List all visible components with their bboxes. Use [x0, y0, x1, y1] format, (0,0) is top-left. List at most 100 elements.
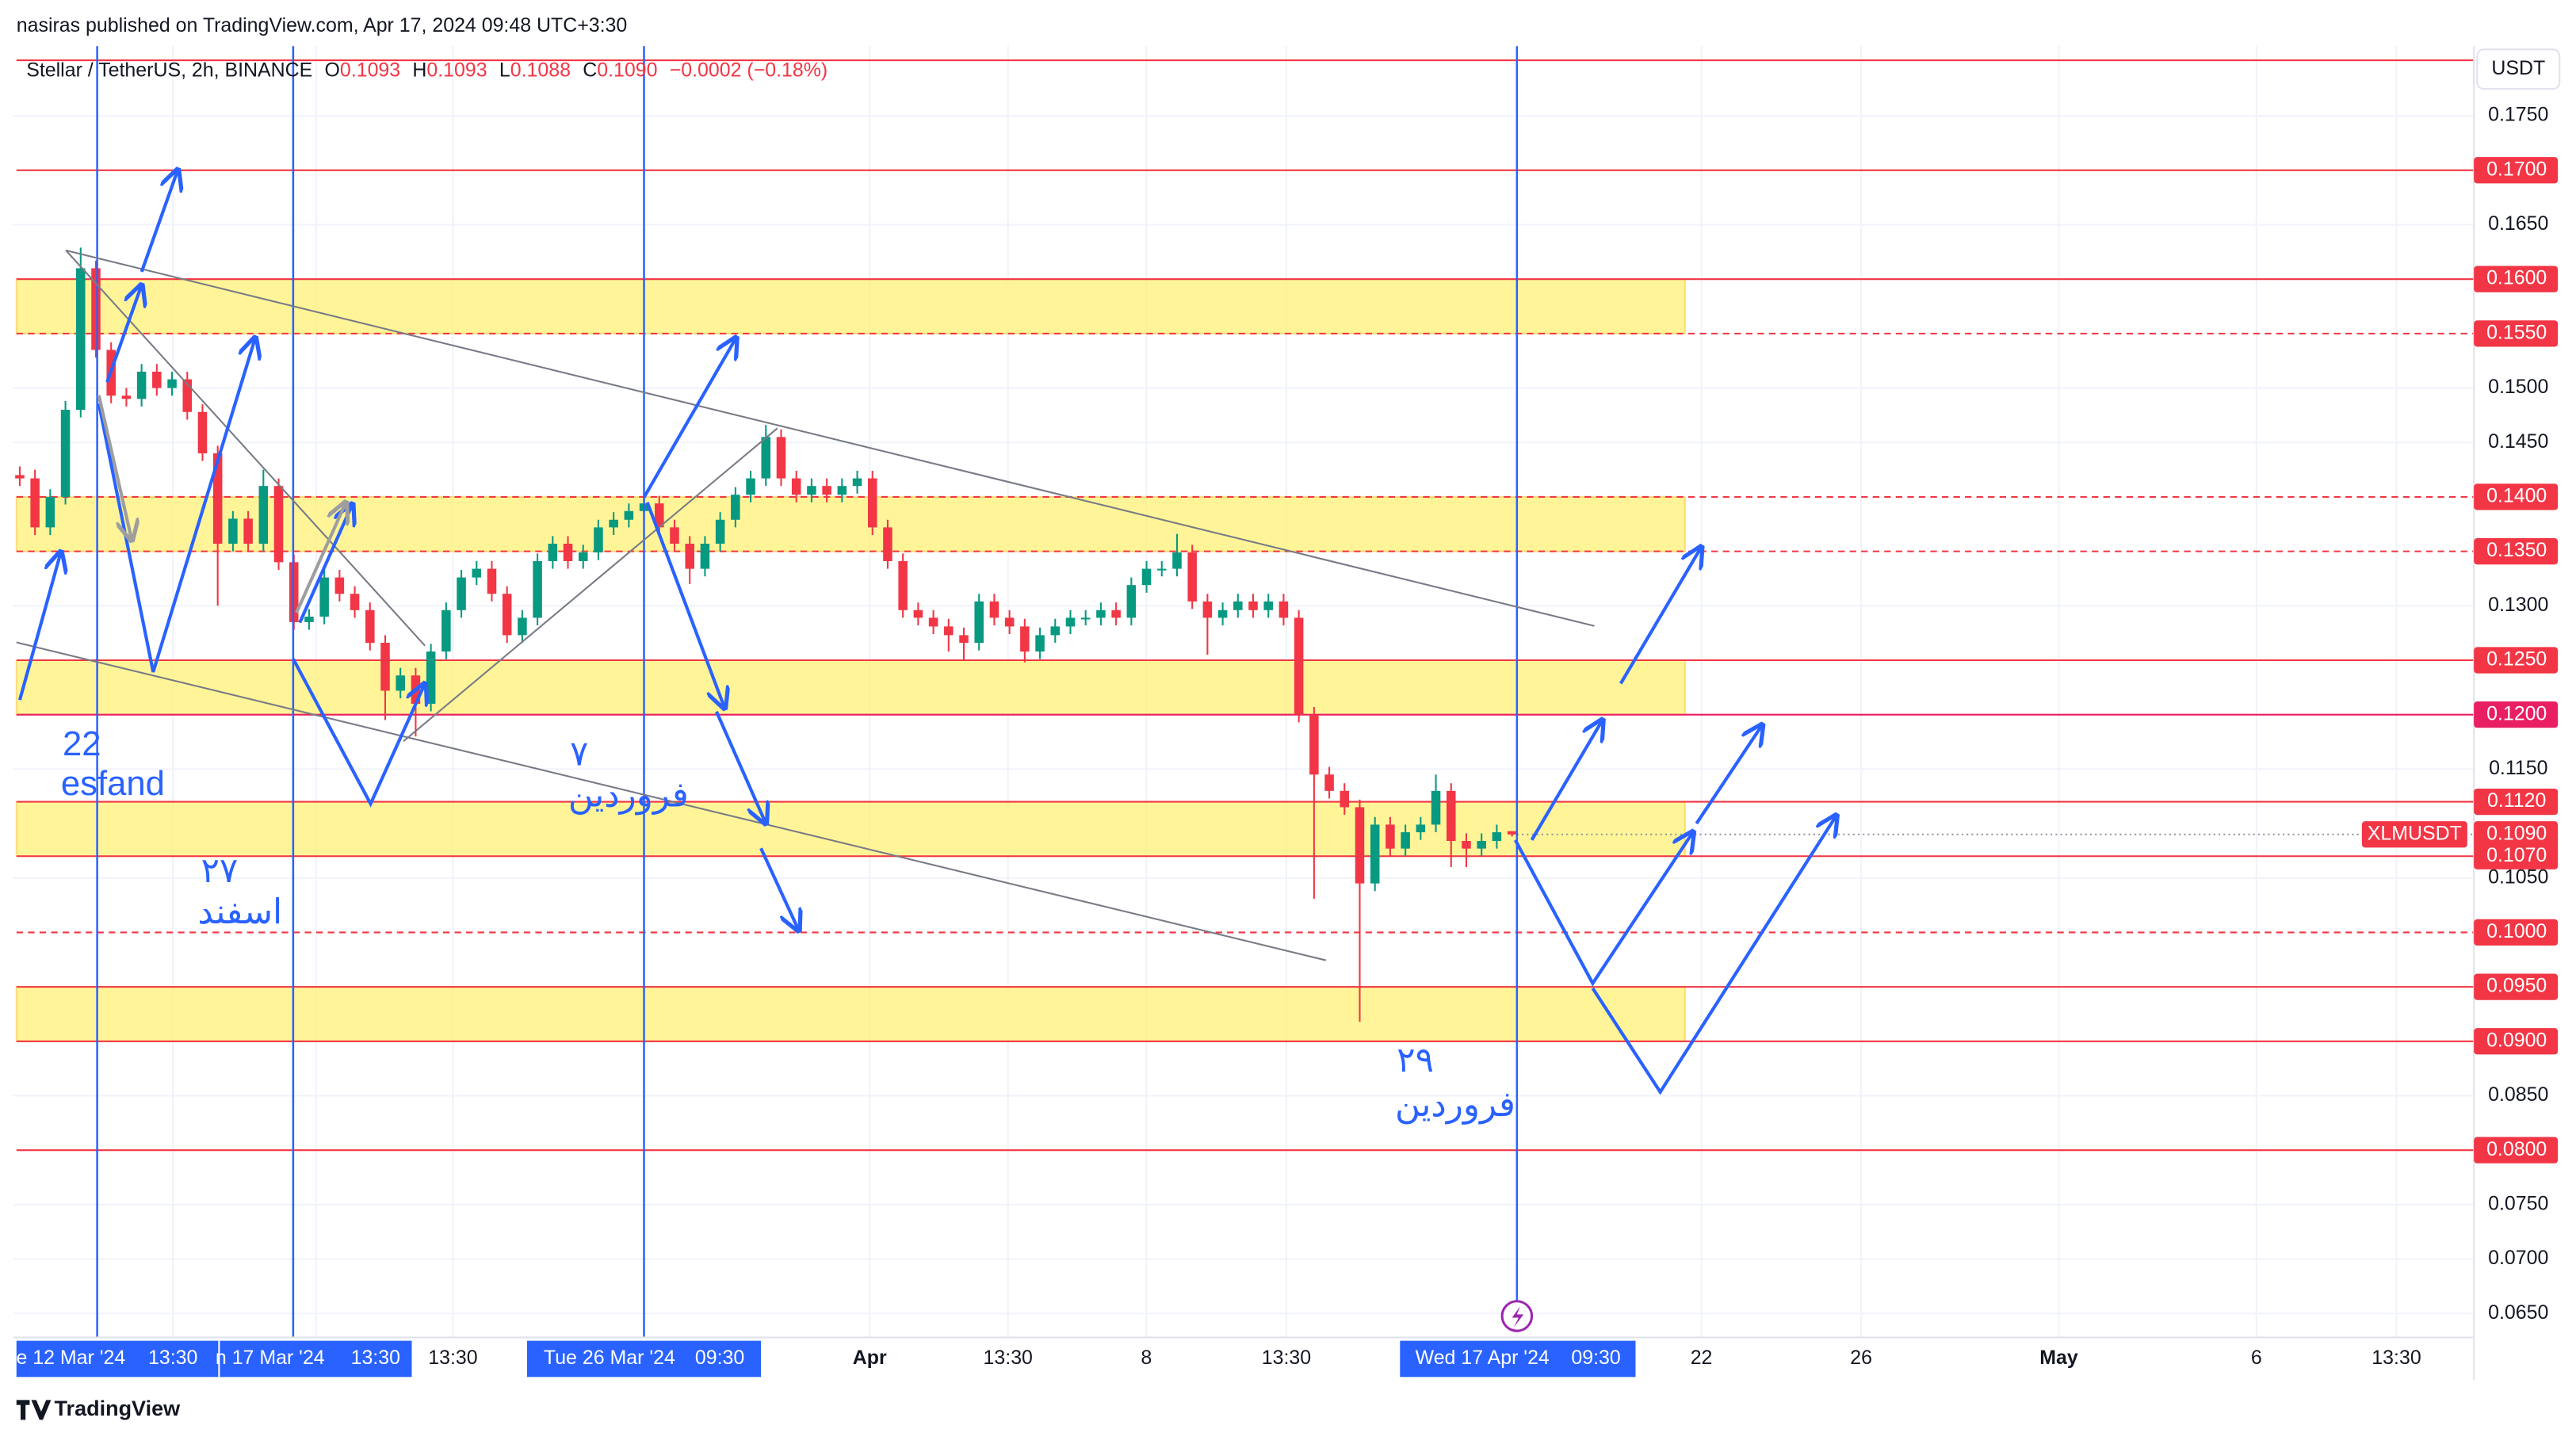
- candle-body: [152, 371, 162, 388]
- level-label-box: [2474, 320, 2559, 347]
- x-tick-label: e 12 Mar '24: [16, 1347, 125, 1369]
- candle-body: [380, 643, 390, 691]
- candle-body: [319, 577, 329, 617]
- annotation: ۲۹: [1397, 1041, 1434, 1080]
- candle-body: [76, 268, 86, 411]
- currency-box[interactable]: [2476, 48, 2561, 90]
- candle-body: [944, 626, 954, 636]
- candle-body: [548, 543, 558, 561]
- zone: [15, 986, 1686, 1042]
- candle-body: [350, 594, 360, 610]
- candle-body: [1111, 610, 1121, 618]
- arrow: [17, 552, 61, 701]
- candle-body: [1309, 714, 1319, 775]
- candle-body: [1187, 552, 1197, 602]
- candle-body: [487, 568, 497, 594]
- candle-body: [563, 543, 573, 561]
- level-label-box: [2474, 266, 2559, 292]
- x-tick-label: 13:30: [2372, 1347, 2421, 1369]
- x-tick-label: 09:30: [1571, 1347, 1620, 1369]
- candle-body: [776, 437, 786, 479]
- candle-body: [182, 379, 193, 412]
- y-tick-label: 0.1450: [2488, 430, 2548, 453]
- axes: 0.0650 0.0700 0.0750 0.0850 0.1050 0.1150 0.13…: [16, 104, 2559, 1369]
- x-tick-label: 8: [1141, 1347, 1152, 1369]
- event-bolt: [1512, 1305, 1524, 1328]
- level-label: 0.1200: [2486, 702, 2547, 724]
- candle-body: [1156, 568, 1167, 571]
- candle-body: [273, 486, 284, 563]
- annotation: ۲۷: [201, 852, 239, 890]
- publisher: nasiras published on TradingView.com, Ap…: [17, 14, 628, 36]
- level-label: 0.1550: [2486, 321, 2547, 343]
- arrow: [1619, 547, 1702, 685]
- x-tick-label: May: [2039, 1347, 2078, 1369]
- annotation: فروردین: [568, 776, 689, 815]
- last-price-box: [2474, 821, 2559, 848]
- brand: TradingView: [55, 1397, 182, 1420]
- arrows: [17, 170, 1836, 1095]
- x-tick-label: Tue 26 Mar '24: [544, 1347, 675, 1369]
- candle-body: [852, 478, 862, 487]
- level-label: 0.1350: [2486, 539, 2547, 561]
- candle-body: [121, 396, 132, 399]
- candle-body: [1401, 832, 1410, 849]
- legend-value: 0.1088: [510, 59, 571, 81]
- arrow: [1513, 831, 1693, 987]
- candle-body: [1385, 824, 1395, 849]
- level-label: 0.0800: [2486, 1138, 2547, 1160]
- annotation: فروردین: [1395, 1086, 1515, 1125]
- candle-body: [959, 635, 969, 644]
- candle-body: [1507, 831, 1517, 835]
- candle-body: [746, 478, 755, 495]
- arrow: [140, 170, 178, 273]
- arrow: [715, 710, 766, 823]
- arrow: [1530, 720, 1603, 841]
- symbol: Stellar / TetherUS, 2h, BINANCE: [26, 59, 312, 81]
- arrow: [1591, 816, 1836, 1095]
- candle-body: [791, 478, 801, 495]
- candle-body: [1126, 585, 1137, 618]
- candle-body: [1141, 568, 1152, 586]
- candle-body: [1050, 626, 1061, 636]
- candle-body: [624, 510, 634, 520]
- arrow: [1695, 724, 1762, 825]
- candle-body: [167, 379, 177, 388]
- time-highlight: [526, 1340, 762, 1378]
- legend-value: 0.1093: [340, 59, 400, 81]
- candle-body: [928, 617, 938, 627]
- candles: [15, 247, 1517, 1022]
- legend: Stellar / TetherUS, 2h, BINANCE O0.1093 …: [26, 59, 827, 81]
- candle-body: [1355, 807, 1365, 884]
- candle-body: [1477, 841, 1486, 849]
- trend-line: [403, 427, 778, 742]
- y-tick-label: 0.1050: [2488, 866, 2548, 888]
- candle-body: [45, 496, 55, 528]
- level-label-box: [2474, 483, 2559, 510]
- candle-body: [700, 543, 710, 569]
- candle-body: [212, 453, 223, 544]
- level-label-box: [2474, 1137, 2559, 1164]
- y-tick-label: 0.1300: [2488, 594, 2548, 616]
- candle-body: [60, 410, 71, 497]
- candle-body: [989, 601, 999, 618]
- trend-line: [16, 641, 1327, 961]
- legend-key: C: [583, 59, 597, 81]
- zone: [15, 278, 1686, 334]
- candle-body: [457, 577, 466, 610]
- legend-key: H: [412, 59, 426, 81]
- candle-body: [594, 527, 603, 552]
- brand-logo: [16, 1400, 52, 1420]
- x-tick-label: Apr: [853, 1347, 887, 1369]
- candle-body: [396, 675, 405, 691]
- x-tick-label: 6: [2251, 1347, 2262, 1369]
- time-highlight: [1400, 1340, 1636, 1378]
- candle-body: [197, 411, 208, 453]
- candle-body: [1492, 832, 1502, 842]
- y-tick-label: 0.1150: [2489, 757, 2547, 779]
- level-label-box: [2474, 1028, 2559, 1055]
- legend-key: O: [325, 59, 340, 81]
